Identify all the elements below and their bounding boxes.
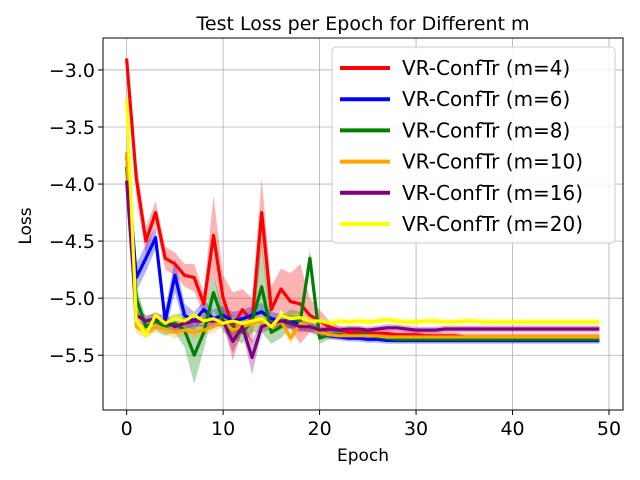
x-axis-ticks: 0 10 20 30 40 50	[121, 410, 621, 440]
x-tick-label: 50	[597, 418, 621, 440]
series-lines	[125, 58, 600, 360]
line-vr-conftr-m-20-	[125, 98, 600, 337]
x-tick-label: 30	[404, 418, 428, 440]
x-axis-label: Epoch	[337, 446, 389, 466]
legend-label: VR-ConfTr (m=6)	[402, 87, 570, 111]
legend-label: VR-ConfTr (m=4)	[402, 56, 570, 80]
x-tick-label: 0	[121, 418, 133, 440]
y-tick-label: −3.0	[49, 60, 95, 82]
y-tick-label: −4.0	[49, 174, 95, 196]
legend: VR-ConfTr (m=4) VR-ConfTr (m=6) VR-ConfTr …	[331, 46, 616, 244]
legend-label: VR-ConfTr (m=8)	[402, 118, 570, 142]
y-axis-label: Loss	[16, 207, 36, 244]
y-axis-ticks: −3.0 −3.5 −4.0 −4.5 −5.0 −5.5	[49, 60, 103, 367]
legend-label: VR-ConfTr (m=20)	[402, 212, 583, 236]
chart-title: Test Loss per Epoch for Different m	[196, 13, 530, 35]
plot-frame	[102, 37, 624, 411]
x-tick-label: 10	[211, 418, 235, 440]
band-vr-conftr-m-20-	[126, 98, 600, 341]
y-tick-label: −4.5	[49, 231, 95, 253]
legend-label: VR-ConfTr (m=16)	[402, 181, 583, 205]
legend-label: VR-ConfTr (m=10)	[402, 150, 583, 174]
line-vr-conftr-m-10-	[125, 152, 600, 340]
x-tick-label: 20	[307, 418, 331, 440]
y-tick-label: −5.0	[49, 288, 95, 310]
x-tick-label: 40	[500, 418, 524, 440]
y-tick-label: −3.5	[49, 117, 95, 139]
y-tick-label: −5.5	[49, 345, 95, 367]
legend-box	[331, 46, 616, 244]
